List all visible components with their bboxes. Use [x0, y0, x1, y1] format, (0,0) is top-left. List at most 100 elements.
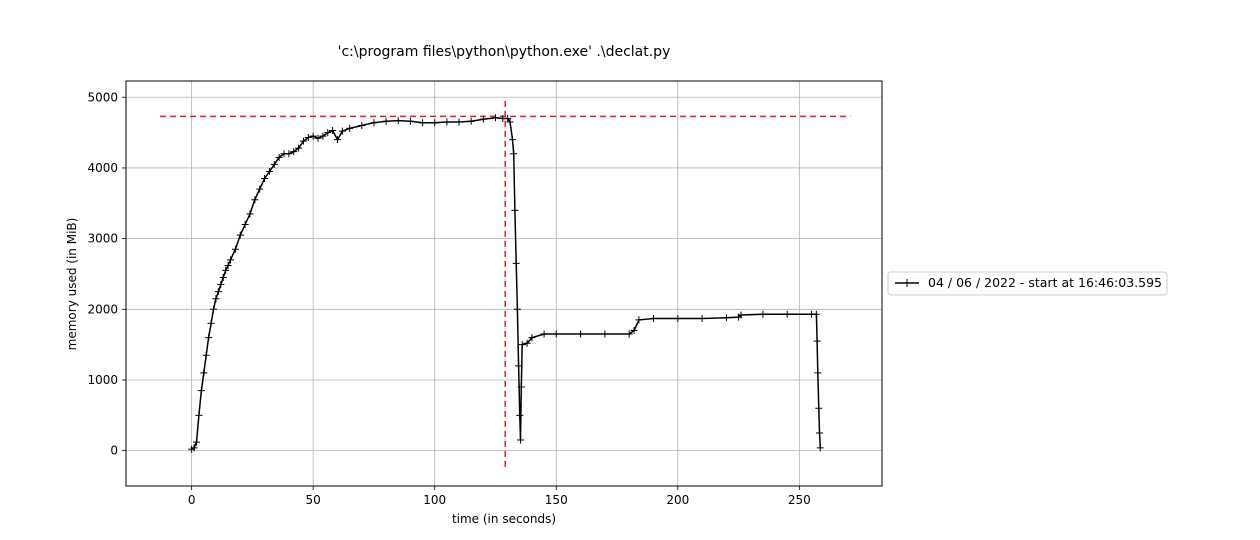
data-point-marker	[518, 341, 526, 349]
y-tick-label: 1000	[87, 373, 118, 387]
data-point-marker	[195, 411, 203, 419]
data-point-marker	[205, 334, 213, 342]
data-point-marker	[455, 118, 463, 126]
data-point-marker	[358, 122, 366, 130]
data-point-marker	[813, 337, 821, 345]
data-point-marker	[759, 310, 767, 318]
data-point-marker	[309, 132, 317, 140]
data-point-marker	[506, 118, 514, 126]
data-point-marker	[270, 160, 278, 168]
data-point-marker	[816, 444, 824, 452]
data-point-marker	[552, 330, 560, 338]
data-point-marker	[431, 119, 439, 127]
data-point-marker	[528, 334, 536, 342]
data-point-marker	[190, 444, 198, 452]
data-point-marker	[540, 330, 548, 338]
data-point-marker	[515, 362, 523, 370]
x-axis-label: time (in seconds)	[452, 512, 556, 526]
data-point-marker	[231, 245, 239, 253]
data-point-marker	[491, 114, 499, 122]
data-point-marker	[197, 387, 205, 395]
data-point-marker	[625, 330, 633, 338]
data-point-marker	[815, 404, 823, 412]
data-point-marker	[630, 327, 638, 335]
data-point-marker	[601, 330, 609, 338]
data-point-marker	[517, 436, 525, 444]
data-point-marker	[783, 310, 791, 318]
data-point-marker	[295, 144, 303, 152]
data-point-marker	[516, 411, 524, 419]
data-point-marker	[227, 256, 235, 264]
legend-marker	[903, 279, 911, 287]
data-point-marker	[443, 118, 451, 126]
data-point-marker	[812, 310, 820, 318]
data-point-marker	[814, 369, 822, 377]
y-tick-label: 3000	[87, 232, 118, 246]
x-tick-label: 100	[423, 493, 446, 507]
data-point-marker	[241, 220, 249, 228]
data-point-marker	[324, 129, 332, 137]
data-point-marker	[406, 117, 414, 125]
y-axis-ticks: 0 1000 2000 3000 4000 5000	[87, 90, 126, 458]
y-tick-label: 2000	[87, 302, 118, 316]
data-point-marker	[577, 330, 585, 338]
legend: 04 / 06 / 2022 - start at 16:46:03.595	[887, 271, 1168, 296]
data-point-marker	[370, 119, 378, 127]
x-tick-label: 150	[545, 493, 568, 507]
y-tick-label: 0	[110, 444, 118, 458]
data-point-marker	[523, 339, 531, 347]
data-point-marker	[299, 137, 307, 145]
data-point-marker	[236, 231, 244, 239]
y-tick-label: 4000	[87, 161, 118, 175]
data-point-marker	[635, 316, 643, 324]
x-tick-label: 250	[788, 493, 811, 507]
data-point-marker	[517, 383, 525, 391]
data-point-marker	[214, 288, 222, 296]
data-point-marker	[346, 124, 354, 132]
data-point-marker	[338, 127, 346, 135]
data-point-marker	[212, 295, 220, 303]
x-tick-label: 200	[666, 493, 689, 507]
data-point-marker	[202, 351, 210, 359]
data-point-marker	[319, 132, 327, 140]
legend-box	[887, 271, 1168, 296]
data-point-marker	[649, 314, 657, 322]
x-axis-ticks: 0 50 100 150 200 250	[188, 486, 811, 507]
data-point-marker	[504, 114, 512, 122]
data-point-marker	[510, 150, 518, 158]
data-point-marker	[698, 314, 706, 322]
data-point-marker	[200, 369, 208, 377]
data-point-marker	[285, 150, 293, 158]
data-point-marker	[816, 429, 824, 437]
series-layer	[188, 114, 824, 453]
data-point-marker	[394, 117, 402, 125]
chart-title: 'c:\program files\python\python.exe' .\d…	[338, 44, 671, 60]
reference-lines	[160, 99, 851, 467]
data-point-marker	[304, 134, 312, 142]
data-point-marker	[479, 115, 487, 123]
data-point-marker	[192, 438, 200, 446]
data-point-marker	[275, 153, 283, 161]
data-point-marker	[509, 136, 517, 144]
data-point-marker	[207, 319, 215, 327]
data-point-marker	[210, 305, 218, 313]
data-point-marker	[511, 206, 519, 214]
data-point-marker	[261, 175, 269, 183]
x-tick-label: 50	[306, 493, 321, 507]
data-point-marker	[219, 273, 227, 281]
data-point-marker	[265, 167, 273, 175]
legend-label: 04 / 06 / 2022 - start at 16:46:03.595	[928, 275, 1162, 290]
data-point-marker	[737, 311, 745, 319]
data-point-marker	[467, 117, 475, 125]
data-point-marker	[224, 261, 232, 269]
data-point-marker	[217, 281, 225, 289]
data-point-marker	[333, 136, 341, 144]
data-point-marker	[674, 314, 682, 322]
data-point-marker	[222, 266, 230, 274]
data-point-marker	[382, 117, 390, 125]
data-point-marker	[251, 196, 259, 204]
data-point-marker	[314, 134, 322, 142]
plot-frame	[125, 80, 883, 487]
y-axis-label: memory used (in MiB)	[65, 218, 79, 351]
